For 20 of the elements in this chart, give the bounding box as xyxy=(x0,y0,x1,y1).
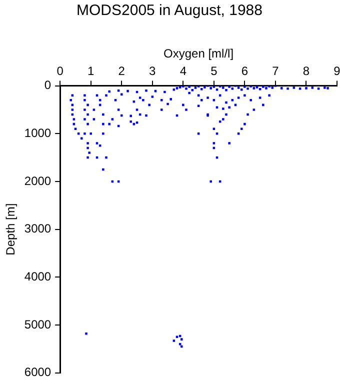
x-tick-label: 4 xyxy=(180,64,187,78)
y-tick-label: 4000 xyxy=(24,269,52,284)
x-tick-label: 1 xyxy=(88,64,95,78)
chart-title: MODS2005 in August, 1988 xyxy=(76,2,262,20)
y-tick-label: 6000 xyxy=(24,365,52,380)
x-tick-label: 5 xyxy=(210,64,218,78)
y-tick-label: 0 xyxy=(44,78,52,92)
x-tick-label: 7 xyxy=(272,64,280,78)
x-tick-label: 2 xyxy=(118,64,126,78)
y-tick-label: 1000 xyxy=(24,126,52,140)
x-tick-label: 3 xyxy=(149,64,156,78)
x-tick-label: 8 xyxy=(302,64,310,78)
x-axis-title: Oxygen [ml/l] xyxy=(164,46,234,61)
y-tick-label: 2000 xyxy=(24,174,52,188)
x-tick-label: 6 xyxy=(241,64,248,78)
y-tick-label: 5000 xyxy=(24,317,52,332)
x-tick-label: 9 xyxy=(334,64,341,78)
x-tick-label: 0 xyxy=(56,64,64,78)
y-tick-label: 3000 xyxy=(24,222,52,236)
y-axis-title: Depth [m] xyxy=(4,203,18,256)
